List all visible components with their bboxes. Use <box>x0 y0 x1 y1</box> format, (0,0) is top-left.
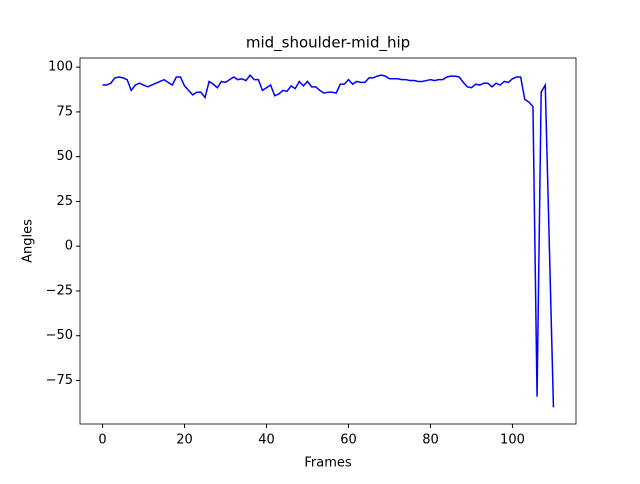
x-tick-label: 0 <box>98 433 106 448</box>
y-tick-label: 50 <box>56 149 73 164</box>
x-tick-label: 80 <box>422 433 439 448</box>
chart-title: mid_shoulder-mid_hip <box>246 34 410 53</box>
y-tick-label: −50 <box>46 328 73 343</box>
y-tick-label: −75 <box>46 373 73 388</box>
y-axis-label: Angles <box>21 219 36 263</box>
y-tick-label: −25 <box>46 283 73 298</box>
y-tick-label: 75 <box>56 104 73 119</box>
x-tick-label: 100 <box>500 433 525 448</box>
y-tick-label: 100 <box>48 60 73 75</box>
plot-frame <box>79 57 577 425</box>
x-tick-label: 40 <box>258 433 275 448</box>
data-line <box>102 74 555 408</box>
x-tick-label: 20 <box>176 433 193 448</box>
x-axis-label: Frames <box>304 456 352 471</box>
y-tick-label: 25 <box>56 194 73 209</box>
y-tick-label: 0 <box>65 239 73 254</box>
x-tick-label: 60 <box>340 433 357 448</box>
